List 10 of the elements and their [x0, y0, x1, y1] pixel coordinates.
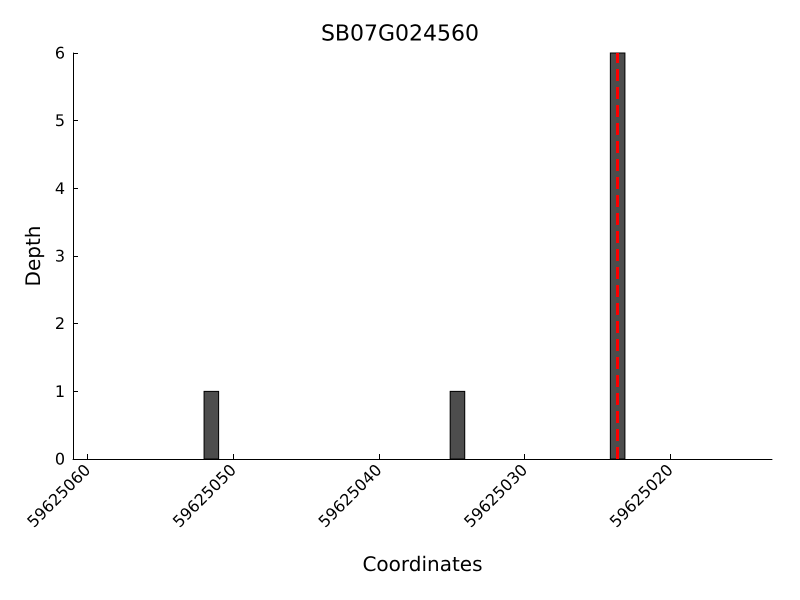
y-axis-title: Depth	[21, 226, 45, 286]
y-tick-label: 1	[54, 382, 65, 401]
y-tick-label: 5	[54, 111, 65, 130]
chart-title: SB07G024560	[320, 22, 480, 46]
x-axis-title: Coordinates	[362, 552, 483, 576]
y-tick-label: 4	[54, 178, 65, 198]
y-tick-label: 3	[54, 246, 65, 266]
y-tick-label: 6	[54, 44, 65, 62]
y-tick-label: 2	[54, 314, 65, 334]
y-tick-label: 0	[54, 450, 65, 468]
